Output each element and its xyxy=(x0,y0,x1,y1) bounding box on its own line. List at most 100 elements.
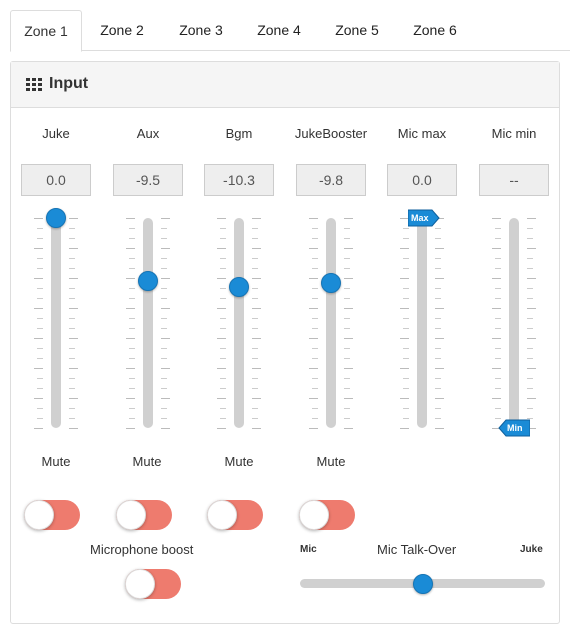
slider-track-mic-min[interactable] xyxy=(509,218,519,428)
slider-tick xyxy=(161,388,167,389)
slider-tick xyxy=(312,318,318,319)
slider-tick xyxy=(312,258,318,259)
slider-tick xyxy=(161,258,167,259)
slider-track-juke[interactable] xyxy=(51,218,61,428)
slider-tick xyxy=(220,328,226,329)
tab-zone-1[interactable]: Zone 1 xyxy=(10,10,82,52)
slider-tick xyxy=(69,408,75,409)
mic-max-flag[interactable]: Max xyxy=(408,209,440,227)
slider-tick xyxy=(435,358,441,359)
channel-label-bgm: Bgm xyxy=(225,126,253,141)
slider-tick xyxy=(220,238,226,239)
talkover-slider-knob[interactable] xyxy=(412,574,433,594)
mute-toggle-aux[interactable] xyxy=(116,500,172,530)
slider-tick xyxy=(527,348,533,349)
slider-tick xyxy=(495,358,501,359)
slider-tick xyxy=(344,428,353,429)
slider-tick xyxy=(252,408,258,409)
slider-tick xyxy=(252,228,258,229)
slider-tick xyxy=(129,358,135,359)
slider-tick xyxy=(161,288,167,289)
slider-tick xyxy=(34,398,43,399)
slider-tick xyxy=(129,418,135,419)
slider-tick xyxy=(400,428,409,429)
value-jukebooster: -9.8 xyxy=(296,164,366,196)
slider-tick xyxy=(309,398,318,399)
slider-tick xyxy=(161,368,170,369)
slider-tick xyxy=(126,308,135,309)
slider-tick xyxy=(126,248,135,249)
slider-knob-bgm[interactable] xyxy=(229,277,249,298)
slider-tick xyxy=(217,248,226,249)
slider-tick xyxy=(220,298,226,299)
slider-tick xyxy=(252,258,258,259)
slider-tick xyxy=(161,378,167,379)
slider-tick xyxy=(344,328,350,329)
slider-track-jukebooster[interactable] xyxy=(326,218,336,428)
slider-knob-jukebooster[interactable] xyxy=(321,273,341,294)
slider-tick xyxy=(37,238,43,239)
slider-knob-aux[interactable] xyxy=(138,271,158,291)
slider-tick xyxy=(492,368,501,369)
tab-zone-5[interactable]: Zone 5 xyxy=(335,22,379,38)
slider-tick xyxy=(495,268,501,269)
slider-tick xyxy=(495,238,501,239)
slider-tick xyxy=(495,378,501,379)
slider-tick xyxy=(309,218,318,219)
slider-tick xyxy=(37,268,43,269)
slider-tick xyxy=(161,418,167,419)
panel-title: Input xyxy=(49,75,89,92)
slider-tick xyxy=(252,428,261,429)
slider-tick xyxy=(435,218,444,219)
slider-tick xyxy=(69,228,75,229)
slider-track-mic-max[interactable] xyxy=(417,218,427,428)
slider-tick xyxy=(435,288,441,289)
slider-tick xyxy=(495,328,501,329)
slider-tick xyxy=(495,288,501,289)
slider-tick xyxy=(403,228,409,229)
tab-zone-3[interactable]: Zone 3 xyxy=(179,22,223,38)
slider-tick xyxy=(400,398,409,399)
tab-zone-2[interactable]: Zone 2 xyxy=(100,22,144,38)
slider-tick xyxy=(161,428,170,429)
talkover-right-label: Juke xyxy=(520,544,543,555)
slider-tick xyxy=(220,378,226,379)
tab-zone-6[interactable]: Zone 6 xyxy=(413,22,457,38)
slider-tick xyxy=(312,348,318,349)
slider-tick xyxy=(69,288,75,289)
slider-tick xyxy=(435,298,441,299)
slider-tick xyxy=(527,318,533,319)
slider-tick xyxy=(435,408,441,409)
slider-tick xyxy=(492,428,501,429)
mute-toggle-jukebooster[interactable] xyxy=(299,500,355,530)
slider-tick xyxy=(252,348,258,349)
slider-tick xyxy=(37,298,43,299)
slider-tick xyxy=(161,268,167,269)
mic-min-flag[interactable]: Min xyxy=(498,419,530,437)
tab-zone-4[interactable]: Zone 4 xyxy=(257,22,301,38)
slider-tick xyxy=(344,278,353,279)
mute-toggle-juke[interactable] xyxy=(24,500,80,530)
slider-tick xyxy=(161,338,170,339)
slider-track-aux[interactable] xyxy=(143,218,153,428)
microphone-boost-toggle[interactable] xyxy=(125,569,181,599)
slider-knob-juke[interactable] xyxy=(46,208,66,228)
slider-tick xyxy=(69,258,75,259)
slider-tick xyxy=(400,278,409,279)
slider-tick xyxy=(161,228,167,229)
slider-tick xyxy=(126,278,135,279)
slider-tick xyxy=(252,238,258,239)
slider-tick xyxy=(344,268,350,269)
slider-tick xyxy=(217,218,226,219)
mute-toggle-bgm[interactable] xyxy=(207,500,263,530)
value-bgm: -10.3 xyxy=(204,164,274,196)
slider-tick xyxy=(129,258,135,259)
slider-track-bgm[interactable] xyxy=(234,218,244,428)
slider-tick xyxy=(403,418,409,419)
mic-min-flag-text: Min xyxy=(507,423,523,433)
input-panel: Input xyxy=(10,61,560,624)
slider-tick xyxy=(403,358,409,359)
slider-tick xyxy=(344,228,350,229)
slider-tick xyxy=(161,248,170,249)
slider-tick xyxy=(37,318,43,319)
